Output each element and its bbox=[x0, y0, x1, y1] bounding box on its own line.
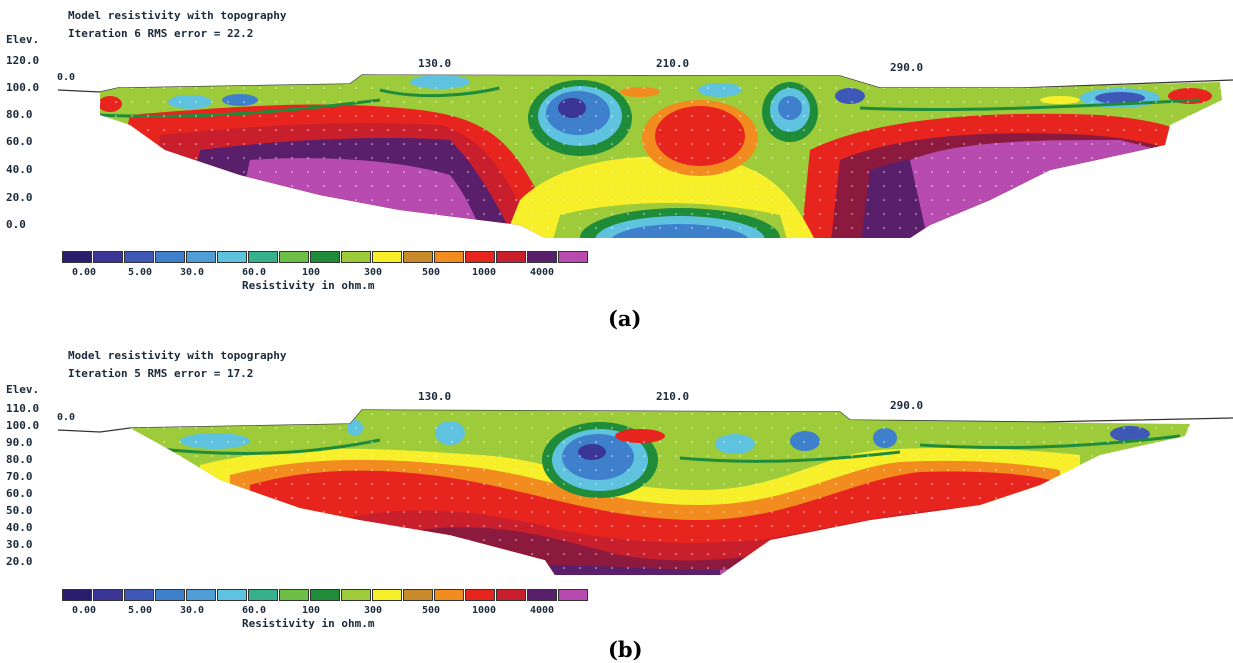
panel-b-ytick: 100.0 bbox=[6, 419, 40, 432]
legend-label: 500 bbox=[422, 605, 441, 616]
panel-b-ytick: 40.0 bbox=[6, 521, 33, 534]
panel-a-elev-label: Elev. bbox=[6, 33, 40, 46]
legend-label: 30.0 bbox=[180, 605, 205, 616]
legend-swatch bbox=[62, 251, 92, 263]
legend-swatch bbox=[279, 251, 309, 263]
legend-swatch bbox=[217, 251, 247, 263]
legend-swatch bbox=[93, 589, 123, 601]
legend-label: 100 bbox=[302, 267, 321, 278]
legend-swatch bbox=[124, 251, 154, 263]
legend-swatch bbox=[93, 251, 123, 263]
legend-swatch bbox=[341, 589, 371, 601]
legend-swatch bbox=[186, 589, 216, 601]
legend-swatch bbox=[434, 251, 464, 263]
panel-b-ytick: 70.0 bbox=[6, 470, 33, 483]
panel-b: Model resistivity with topography Iterat… bbox=[0, 340, 1233, 662]
legend-swatch bbox=[310, 589, 340, 601]
panel-b-xtick: 130.0 bbox=[418, 390, 452, 403]
legend-label: 30.0 bbox=[180, 267, 205, 278]
legend-swatch bbox=[527, 251, 557, 263]
panel-a-x-start: 0.0 bbox=[57, 72, 76, 83]
legend-label: 1000 bbox=[472, 605, 497, 616]
panel-b-ytick: 90.0 bbox=[6, 436, 33, 449]
legend-swatch bbox=[62, 589, 92, 601]
legend-swatch bbox=[248, 251, 278, 263]
panel-a-pseudosection bbox=[57, 74, 1233, 238]
panel-b-ytick: 30.0 bbox=[6, 538, 33, 551]
panel-a-ytick: 80.0 bbox=[6, 108, 33, 121]
legend-swatch bbox=[527, 589, 557, 601]
legend-label: 300 bbox=[364, 605, 383, 616]
panel-a-xtick: 130.0 bbox=[418, 57, 452, 70]
panel-b-xtick: 290.0 bbox=[890, 399, 924, 412]
legend-swatch bbox=[403, 251, 433, 263]
panel-b-x-start: 0.0 bbox=[57, 412, 76, 423]
legend-swatch bbox=[124, 589, 154, 601]
legend-label: 500 bbox=[422, 267, 441, 278]
resistivity-contours bbox=[130, 410, 1190, 575]
legend-label: 0.00 bbox=[72, 267, 97, 278]
panel-a-xtick: 210.0 bbox=[656, 57, 690, 70]
panel-a-title: Model resistivity with topography bbox=[68, 9, 287, 22]
panel-b-iteration: Iteration 5 RMS error = 17.2 bbox=[68, 367, 254, 380]
legend-label: 1000 bbox=[472, 267, 497, 278]
legend-swatch bbox=[155, 589, 185, 601]
legend-label: 4000 bbox=[530, 605, 555, 616]
panel-b-title: Model resistivity with topography bbox=[68, 349, 287, 362]
legend-swatch bbox=[558, 589, 588, 601]
legend-swatch bbox=[248, 589, 278, 601]
legend-unit: Resistivity in ohm.m bbox=[242, 617, 375, 630]
panel-b-caption: (b) bbox=[608, 637, 643, 662]
legend-swatch bbox=[186, 251, 216, 263]
panel-b-ytick: 60.0 bbox=[6, 487, 33, 500]
legend-swatch bbox=[465, 251, 495, 263]
legend-swatch bbox=[372, 251, 402, 263]
panel-a: Model resistivity with topography Iterat… bbox=[0, 0, 1233, 331]
legend-swatch bbox=[465, 589, 495, 601]
legend-label: 300 bbox=[364, 267, 383, 278]
legend-label: 60.0 bbox=[242, 267, 267, 278]
panel-b-ytick: 80.0 bbox=[6, 453, 33, 466]
legend-swatch bbox=[310, 251, 340, 263]
legend-swatch bbox=[403, 589, 433, 601]
legend-swatch bbox=[372, 589, 402, 601]
legend-swatch bbox=[279, 589, 309, 601]
legend-label: 5.00 bbox=[128, 267, 153, 278]
panel-a-ytick: 0.0 bbox=[6, 218, 26, 231]
legend-swatch bbox=[434, 589, 464, 601]
legend-label: 60.0 bbox=[242, 605, 267, 616]
legend-swatch bbox=[155, 251, 185, 263]
panel-a-ytick: 100.0 bbox=[6, 81, 40, 94]
legend-swatch bbox=[496, 589, 526, 601]
legend-label: 100 bbox=[302, 605, 321, 616]
legend-swatch bbox=[217, 589, 247, 601]
legend-swatch bbox=[558, 251, 588, 263]
legend-label: 5.00 bbox=[128, 605, 153, 616]
panel-a-caption: (a) bbox=[608, 306, 642, 331]
panel-a-xtick: 290.0 bbox=[890, 61, 924, 74]
panel-b-ytick: 110.0 bbox=[6, 402, 40, 415]
panel-b-ytick: 50.0 bbox=[6, 504, 33, 517]
legend-unit: Resistivity in ohm.m bbox=[242, 279, 375, 292]
panel-b-xtick: 210.0 bbox=[656, 390, 690, 403]
panel-a-ytick: 120.0 bbox=[6, 54, 40, 67]
legend-swatch bbox=[496, 251, 526, 263]
panel-b-pseudosection bbox=[57, 409, 1233, 575]
legend-swatch bbox=[341, 251, 371, 263]
panel-a-ytick: 20.0 bbox=[6, 191, 33, 204]
panel-b-ytick: 20.0 bbox=[6, 555, 33, 568]
panel-b-elev-label: Elev. bbox=[6, 383, 40, 396]
panel-a-ytick: 40.0 bbox=[6, 163, 33, 176]
legend-label: 4000 bbox=[530, 267, 555, 278]
resistivity-contours bbox=[100, 75, 1222, 238]
panel-a-ytick: 60.0 bbox=[6, 135, 33, 148]
panel-a-iteration: Iteration 6 RMS error = 22.2 bbox=[68, 27, 254, 40]
legend-label: 0.00 bbox=[72, 605, 97, 616]
